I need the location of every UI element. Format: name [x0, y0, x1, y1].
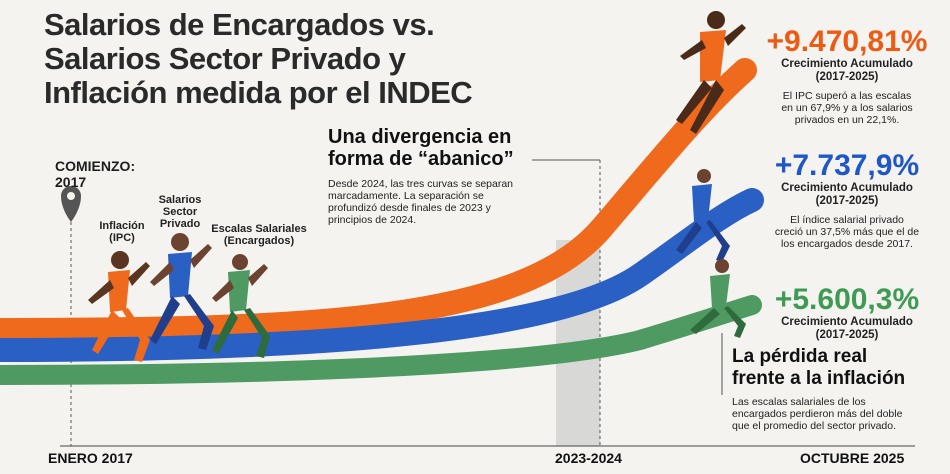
title-line-3: Inflación medida por el INDEC: [44, 75, 473, 110]
encargados-growth-box: +5.600,3% Crecimiento Acumulado (2017-20…: [752, 284, 942, 342]
runner-encargados-end-icon: [690, 259, 746, 338]
start-label: COMIENZO: 2017: [55, 158, 136, 190]
loss-heading: La pérdida real frente a la inflación: [732, 346, 906, 389]
x-tick-label-middle: 2023-2024: [555, 450, 622, 466]
privado-growth-note: El índice salarial privado creció un 37,…: [774, 214, 920, 250]
ipc-growth-value: +9.470,81%: [766, 25, 928, 58]
series-line-privado: [0, 188, 764, 362]
runner-ipc-end-icon: [676, 11, 746, 134]
x-tick-label-end: OCTUBRE 2025: [800, 450, 905, 466]
privado-growth-subtitle: Crecimiento Acumulado (2017-2025): [781, 182, 913, 207]
title-line-1: Salarios de Encargados vs.: [44, 7, 435, 42]
loss-text: Las escalas salariales de los encargados…: [732, 396, 903, 432]
runner-label-privado: Salarios Sector Privado: [158, 194, 202, 230]
ipc-growth-note: El IPC superó a las escalas en un 67,9% …: [781, 90, 913, 126]
loss-annotation: La pérdida real frente a la inflación La…: [732, 346, 942, 432]
runner-encargados-start-icon: [212, 254, 270, 358]
location-pin-icon: [61, 186, 81, 222]
runner-privado-start-icon: [150, 233, 214, 350]
privado-growth-box: +7.737,9% Crecimiento Acumulado (2017-20…: [752, 149, 942, 251]
runner-ipc-start-icon: [88, 251, 150, 362]
series-line-ipc: [0, 58, 757, 342]
chart-title: Salarios de Encargados vs. Salarios Sect…: [44, 8, 484, 110]
divergence-heading: Una divergencia en forma de “abanico”: [328, 126, 514, 170]
divergence-text: Desde 2024, las tres curvas se separan m…: [328, 178, 514, 226]
runner-privado-end-icon: [676, 169, 730, 262]
encargados-growth-subtitle: Crecimiento Acumulado (2017-2025): [781, 316, 913, 341]
x-tick-label-start: ENERO 2017: [48, 450, 133, 466]
divergence-annotation: Una divergencia en forma de “abanico” De…: [328, 126, 568, 226]
runner-label-encargados: Escalas Salariales (Encargados): [211, 223, 307, 247]
title-line-2: Salarios Sector Privado y: [44, 41, 406, 76]
ipc-growth-box: +9.470,81% Crecimiento Acumulado (2017-2…: [752, 25, 942, 127]
ipc-growth-subtitle: Crecimiento Acumulado (2017-2025): [781, 58, 913, 83]
runner-label-ipc: Inflación (IPC): [99, 220, 145, 244]
encargados-growth-value: +5.600,3%: [774, 283, 920, 316]
privado-growth-value: +7.737,9%: [774, 149, 920, 182]
